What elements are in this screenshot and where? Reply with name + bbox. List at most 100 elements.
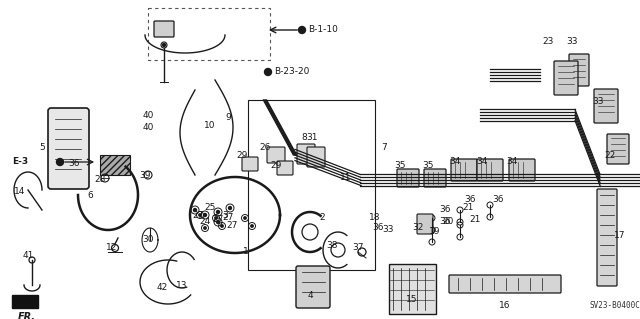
FancyBboxPatch shape [397,169,419,187]
Text: 16: 16 [499,300,511,309]
FancyBboxPatch shape [597,189,617,286]
Circle shape [215,217,217,219]
Text: B-1-10: B-1-10 [308,26,338,34]
FancyBboxPatch shape [449,275,561,293]
Text: 4: 4 [307,291,313,300]
Text: 35: 35 [422,160,434,169]
FancyBboxPatch shape [154,21,174,37]
FancyBboxPatch shape [477,159,503,181]
Text: 1: 1 [243,248,249,256]
Text: B-23-20: B-23-20 [274,68,309,77]
FancyBboxPatch shape [296,266,330,308]
FancyBboxPatch shape [569,54,589,86]
Circle shape [298,26,305,33]
Circle shape [216,211,220,213]
Text: 15: 15 [406,295,418,305]
Text: 7: 7 [381,144,387,152]
Text: 42: 42 [156,284,168,293]
Text: 26: 26 [259,144,271,152]
Text: 27: 27 [192,211,204,220]
Text: 21: 21 [469,216,481,225]
Text: 10: 10 [204,122,216,130]
Text: 18: 18 [369,213,381,222]
FancyBboxPatch shape [451,159,477,181]
Circle shape [228,206,232,210]
Text: 35: 35 [394,160,406,169]
Text: 34: 34 [476,158,488,167]
Text: 13: 13 [176,280,188,290]
Text: 6: 6 [87,191,93,201]
Circle shape [221,225,223,227]
Text: 11: 11 [340,174,352,182]
Text: 8: 8 [301,133,307,143]
FancyBboxPatch shape [424,169,446,187]
Text: 24: 24 [200,218,211,226]
Text: 5: 5 [39,144,45,152]
FancyBboxPatch shape [607,134,629,164]
Text: 12: 12 [106,243,118,253]
FancyBboxPatch shape [307,147,325,167]
Text: 34: 34 [449,158,461,167]
Text: 19: 19 [429,227,441,236]
Text: 17: 17 [614,232,626,241]
Text: SV23-B0400C: SV23-B0400C [590,301,640,310]
Circle shape [251,225,253,227]
FancyBboxPatch shape [509,159,535,181]
Circle shape [216,220,220,224]
Text: 36: 36 [464,196,476,204]
Text: 31: 31 [307,133,317,143]
Text: 33: 33 [592,98,604,107]
FancyBboxPatch shape [417,214,433,234]
Text: 27: 27 [227,220,237,229]
Text: 36: 36 [68,159,80,167]
Text: 37: 37 [352,243,364,253]
Text: 32: 32 [412,224,424,233]
Text: 36: 36 [372,224,384,233]
Text: 28: 28 [94,175,106,184]
Text: 40: 40 [142,123,154,132]
Text: 40: 40 [142,110,154,120]
FancyBboxPatch shape [554,61,578,95]
Text: 23: 23 [542,38,554,47]
Circle shape [244,217,246,219]
Text: 39: 39 [140,170,151,180]
Circle shape [204,227,206,229]
Text: 3: 3 [222,211,228,219]
Text: 38: 38 [326,241,338,249]
Circle shape [264,69,271,76]
Circle shape [204,213,207,217]
Text: 20: 20 [442,218,454,226]
FancyBboxPatch shape [594,89,618,123]
Text: 29: 29 [236,151,248,160]
Text: 2: 2 [319,213,325,222]
FancyBboxPatch shape [242,157,258,171]
FancyBboxPatch shape [297,144,315,164]
Text: FR.: FR. [18,312,36,319]
Text: E-3: E-3 [12,158,28,167]
Text: 41: 41 [22,250,34,259]
Text: 29: 29 [270,160,282,169]
Text: 33: 33 [566,38,578,47]
Text: 27: 27 [212,216,224,225]
FancyBboxPatch shape [277,161,293,175]
Text: 36: 36 [492,196,504,204]
Text: 21: 21 [462,204,474,212]
Polygon shape [12,295,38,308]
Text: 27: 27 [222,213,234,222]
Text: 14: 14 [14,188,26,197]
FancyBboxPatch shape [389,264,436,314]
Circle shape [56,159,63,166]
Text: 33: 33 [382,226,394,234]
Text: 25: 25 [204,204,216,212]
Polygon shape [100,155,130,175]
FancyBboxPatch shape [48,108,89,189]
Circle shape [193,209,196,211]
Circle shape [163,43,166,47]
Text: 9: 9 [225,114,231,122]
Text: 36: 36 [439,205,451,214]
Text: 30: 30 [142,235,154,244]
Circle shape [199,214,201,216]
Text: 34: 34 [506,158,518,167]
Text: 36: 36 [439,218,451,226]
FancyBboxPatch shape [267,147,285,163]
